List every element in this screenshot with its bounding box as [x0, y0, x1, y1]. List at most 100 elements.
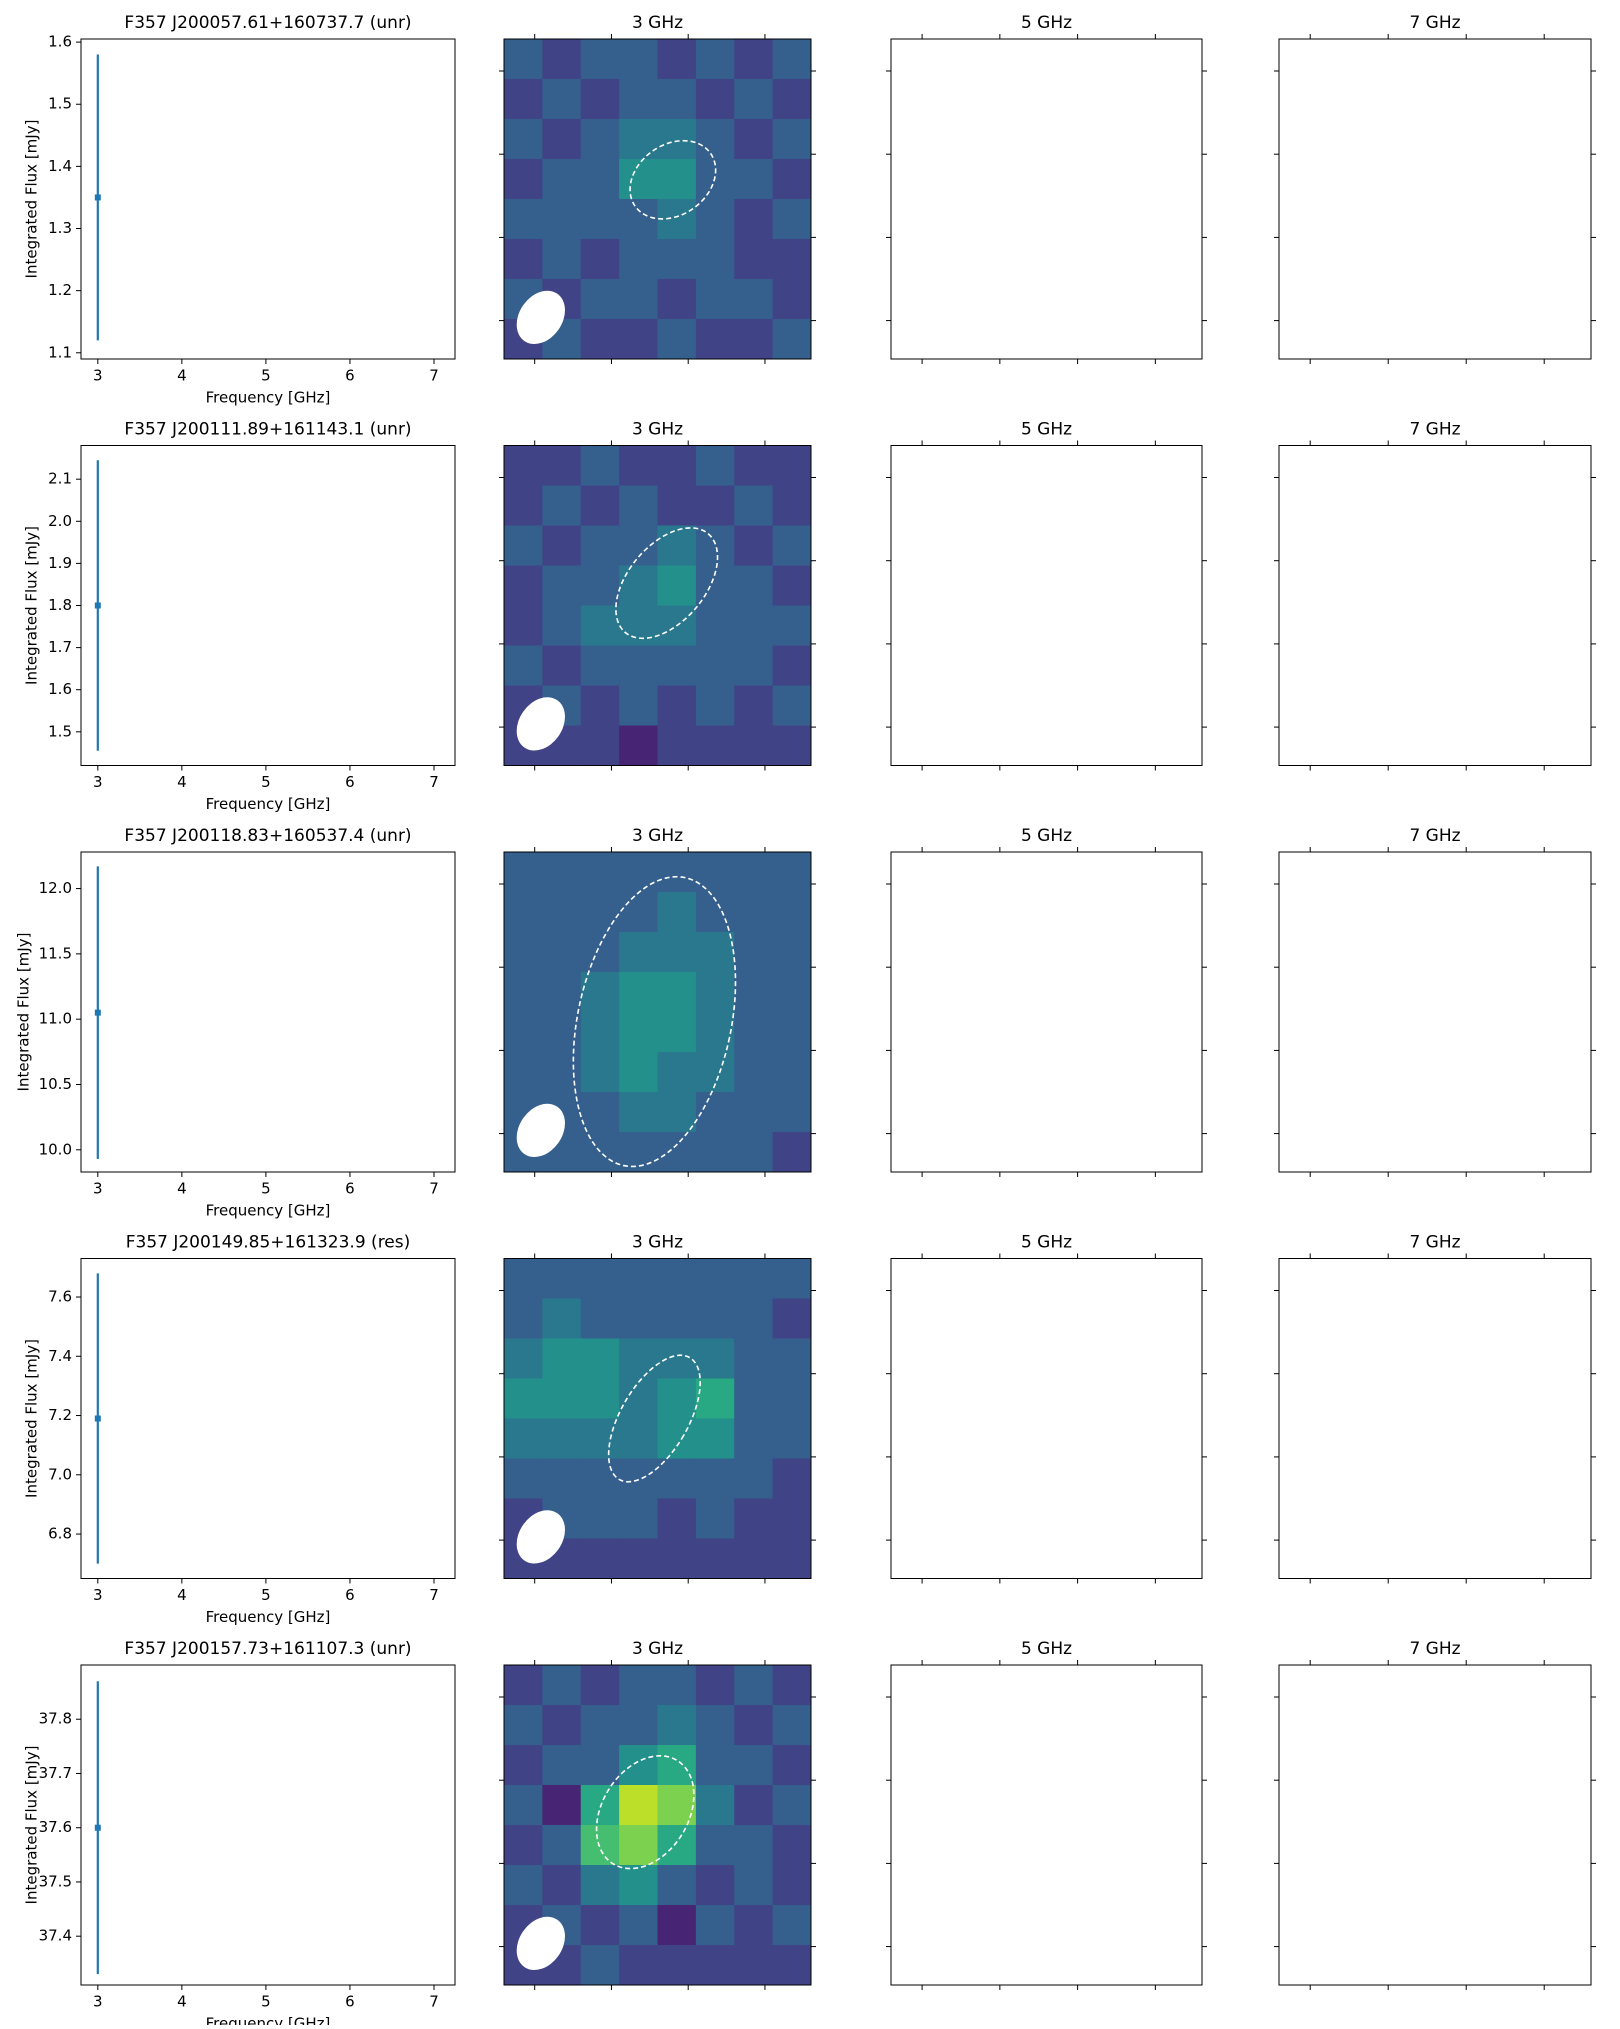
heatmap-cell	[657, 445, 697, 486]
heatmap-cell	[657, 852, 697, 893]
heatmap-cell	[772, 239, 812, 280]
heatmap-cell	[772, 1785, 812, 1826]
heatmap-cell	[542, 1298, 582, 1339]
heatmap-cell	[542, 39, 582, 80]
heatmap-cell	[695, 1458, 735, 1499]
x-tick-label: 7	[429, 1180, 439, 1198]
heatmap-cell	[695, 932, 735, 973]
heatmap-cell	[772, 1745, 812, 1786]
heatmap-cell	[619, 525, 658, 566]
heatmap-cell	[542, 1665, 582, 1706]
heatmap-cell	[619, 319, 658, 360]
heatmap-cell	[542, 485, 582, 526]
heatmap-cell	[772, 445, 812, 486]
y-tick-label: 12.0	[39, 879, 72, 897]
heatmap-cell	[504, 1865, 543, 1906]
y-tick-label: 1.5	[48, 722, 72, 740]
heatmap-cell	[695, 1905, 735, 1946]
heatmap-cell	[619, 1905, 658, 1946]
heatmap-cell	[772, 685, 812, 726]
heatmap-cell	[504, 79, 543, 120]
heatmap-cell	[734, 159, 774, 200]
panel-title: 5 GHz	[1021, 1233, 1072, 1253]
heatmap-cell	[695, 239, 735, 280]
heatmap-cell	[542, 1745, 582, 1786]
panel-title: 7 GHz	[1409, 1639, 1460, 1659]
y-tick-label: 1.1	[48, 343, 72, 361]
heatmap-cell	[695, 852, 735, 893]
axes-frame	[80, 851, 456, 1173]
y-tick-label: 2.1	[48, 470, 72, 488]
heatmap-cell	[580, 1498, 620, 1539]
data-point	[94, 602, 101, 609]
heatmap-cell	[657, 1865, 697, 1906]
heatmap-cell	[619, 852, 658, 893]
data-point	[94, 1009, 101, 1016]
heatmap-cell	[734, 319, 774, 360]
x-tick-label: 5	[261, 1993, 271, 2011]
x-tick-label: 6	[345, 1586, 355, 1604]
heatmap-cell	[657, 1418, 697, 1459]
heatmap-cell	[580, 485, 620, 526]
y-tick-label: 37.8	[39, 1710, 72, 1728]
heatmap-cell	[734, 1498, 774, 1539]
heatmap-cell	[772, 319, 812, 360]
heatmap-cell	[619, 445, 658, 486]
panel-title: 3 GHz	[632, 420, 683, 440]
y-tick-label: 1.6	[48, 33, 72, 51]
heatmap-cell	[619, 1298, 658, 1339]
axes-frame	[890, 38, 1203, 360]
heatmap-cell	[657, 645, 697, 686]
y-axis-label: Integrated Flux [mJy]	[15, 933, 33, 1092]
axes-frame	[503, 445, 812, 766]
heatmap-cell	[695, 1092, 735, 1133]
heatmap-cell	[542, 1052, 582, 1093]
x-tick-label: 4	[177, 1180, 187, 1198]
heatmap-cell	[580, 39, 620, 80]
heatmap-cell	[734, 199, 774, 240]
y-tick-label: 7.2	[48, 1406, 72, 1424]
y-tick-label: 1.9	[48, 554, 72, 572]
heatmap-cell	[695, 892, 735, 933]
y-tick-label: 1.3	[48, 219, 72, 237]
axes-frame	[503, 851, 812, 1173]
heatmap-cell	[542, 199, 582, 240]
heatmap-cell	[504, 605, 543, 646]
heatmap-cell	[542, 1865, 582, 1906]
beam	[516, 1916, 565, 1971]
x-tick-label: 4	[177, 1586, 187, 1604]
heatmap-cell	[734, 1258, 774, 1299]
heatmap-cell	[619, 485, 658, 526]
heatmap-cell	[772, 159, 812, 200]
heatmap-cell	[619, 565, 658, 606]
heatmap-cell	[695, 319, 735, 360]
heatmap-cell	[772, 199, 812, 240]
heatmap-cell	[657, 119, 697, 160]
heatmap-cell	[734, 1458, 774, 1499]
heatmap-cell	[695, 159, 735, 200]
axes-frame	[890, 1258, 1203, 1579]
x-tick-label: 3	[93, 1586, 103, 1604]
heatmap-cell	[695, 1132, 735, 1173]
heatmap-cell	[619, 199, 658, 240]
heatmap-cell	[580, 1418, 620, 1459]
heatmap-cell	[657, 725, 697, 766]
heatmap-cell	[695, 1665, 735, 1706]
heatmap-cell	[657, 1905, 697, 1946]
heatmap-cell	[542, 852, 582, 893]
heatmap-cell	[657, 1945, 697, 1986]
heatmap-cell	[504, 199, 543, 240]
heatmap-cell	[504, 1418, 543, 1459]
heatmap-cell	[580, 119, 620, 160]
heatmap-cell	[542, 1825, 582, 1866]
heatmap-cell	[657, 1498, 697, 1539]
x-tick-label: 4	[177, 1993, 187, 2011]
heatmap-cell	[734, 279, 774, 320]
axes-frame	[890, 1664, 1203, 1986]
heatmap-cell	[772, 1052, 812, 1093]
heatmap-cell	[619, 1458, 658, 1499]
y-axis-label: Integrated Flux [mJy]	[23, 120, 41, 279]
panel-title: 7 GHz	[1409, 1233, 1460, 1253]
heatmap-cell	[619, 39, 658, 80]
